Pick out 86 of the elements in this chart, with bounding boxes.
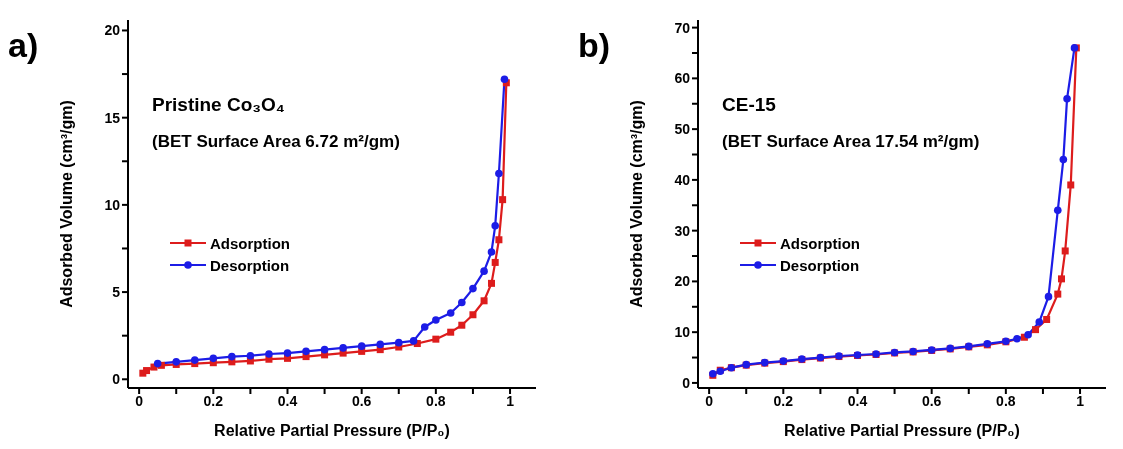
y-tick-label: 0 bbox=[112, 371, 121, 388]
y-tick-label: 20 bbox=[104, 22, 121, 39]
point bbox=[1059, 155, 1068, 164]
text: b) bbox=[578, 26, 611, 65]
point bbox=[1063, 94, 1071, 103]
x-tick-label: 0 bbox=[705, 392, 714, 409]
text: Pristine Co₃O₄ bbox=[152, 94, 285, 116]
text: CE-15 bbox=[722, 94, 776, 116]
y-tick-label: 5 bbox=[112, 284, 121, 301]
point bbox=[487, 248, 496, 256]
legend-label: Adsorption bbox=[780, 234, 860, 252]
y-tick-label: 0 bbox=[682, 374, 691, 391]
point bbox=[1057, 275, 1065, 283]
point bbox=[458, 321, 466, 329]
x-tick-label: 0.6 bbox=[921, 392, 942, 409]
x-tick-label: 0 bbox=[135, 392, 144, 409]
y-tick-label: 30 bbox=[674, 222, 691, 239]
point bbox=[469, 284, 477, 293]
x-tick-label: 0.4 bbox=[277, 392, 298, 409]
point bbox=[499, 196, 507, 204]
point bbox=[447, 328, 455, 336]
point bbox=[1043, 315, 1051, 323]
text: a) bbox=[8, 26, 39, 65]
point bbox=[153, 359, 162, 368]
point bbox=[143, 367, 151, 375]
x-tick-label: 0.4 bbox=[847, 392, 868, 409]
point bbox=[228, 352, 236, 361]
y-tick-label: 40 bbox=[674, 171, 691, 188]
y-axis-title: Adsorbed Volume (cm³/gm) bbox=[57, 100, 75, 308]
point bbox=[432, 316, 440, 324]
x-tick-label: 0.8 bbox=[996, 392, 1016, 409]
point bbox=[491, 258, 499, 266]
y-axis-title: Adsorbed Volume (cm³/gm) bbox=[627, 100, 645, 308]
x-tick-label: 1 bbox=[1076, 392, 1085, 409]
point bbox=[495, 236, 503, 244]
point bbox=[209, 354, 218, 363]
legend-label: Adsorption bbox=[210, 234, 290, 252]
point bbox=[487, 279, 495, 287]
point bbox=[1053, 206, 1062, 215]
point bbox=[246, 351, 255, 360]
point bbox=[357, 342, 366, 350]
point bbox=[394, 338, 403, 347]
point bbox=[1013, 334, 1021, 343]
point bbox=[446, 309, 455, 317]
point bbox=[1032, 326, 1040, 334]
y-tick-label: 50 bbox=[674, 121, 691, 138]
point bbox=[1054, 290, 1062, 298]
legend-label: Desorption bbox=[210, 256, 290, 274]
point bbox=[480, 297, 488, 305]
y-tick-label: 20 bbox=[674, 273, 691, 290]
y-tick-label: 60 bbox=[674, 70, 691, 87]
point bbox=[1024, 330, 1032, 339]
point bbox=[1044, 292, 1053, 301]
point bbox=[495, 169, 503, 178]
text: (BET Surface Area 6.72 m²/gm) bbox=[152, 132, 400, 152]
x-tick-label: 0.2 bbox=[773, 392, 794, 409]
point bbox=[320, 345, 329, 354]
legend-label: Desorption bbox=[780, 256, 860, 274]
x-tick-label: 1 bbox=[506, 392, 515, 409]
point bbox=[420, 323, 429, 331]
point bbox=[500, 75, 509, 84]
point bbox=[190, 356, 199, 364]
point bbox=[339, 344, 347, 352]
point bbox=[469, 311, 477, 319]
y-tick-label: 15 bbox=[104, 109, 121, 126]
y-tick-label: 10 bbox=[674, 324, 691, 341]
point bbox=[432, 335, 440, 343]
text: (BET Surface Area 17.54 m²/gm) bbox=[722, 132, 980, 152]
point bbox=[1061, 247, 1069, 255]
point bbox=[458, 298, 466, 307]
y-tick-label: 10 bbox=[104, 196, 121, 213]
x-axis-title: Relative Partial Pressure (P/P₀) bbox=[784, 422, 1020, 439]
y-tick-label: 70 bbox=[674, 19, 691, 36]
point bbox=[376, 340, 385, 349]
point bbox=[283, 349, 292, 357]
point bbox=[491, 222, 499, 230]
point bbox=[1035, 318, 1044, 326]
point bbox=[480, 267, 488, 275]
point bbox=[265, 350, 273, 358]
x-tick-label: 0.8 bbox=[426, 392, 446, 409]
point bbox=[302, 347, 310, 356]
x-tick-label: 0.6 bbox=[351, 392, 372, 409]
x-tick-label: 0.2 bbox=[203, 392, 224, 409]
point bbox=[1067, 181, 1075, 189]
point bbox=[409, 337, 418, 345]
x-axis-title: Relative Partial Pressure (P/P₀) bbox=[214, 422, 450, 439]
